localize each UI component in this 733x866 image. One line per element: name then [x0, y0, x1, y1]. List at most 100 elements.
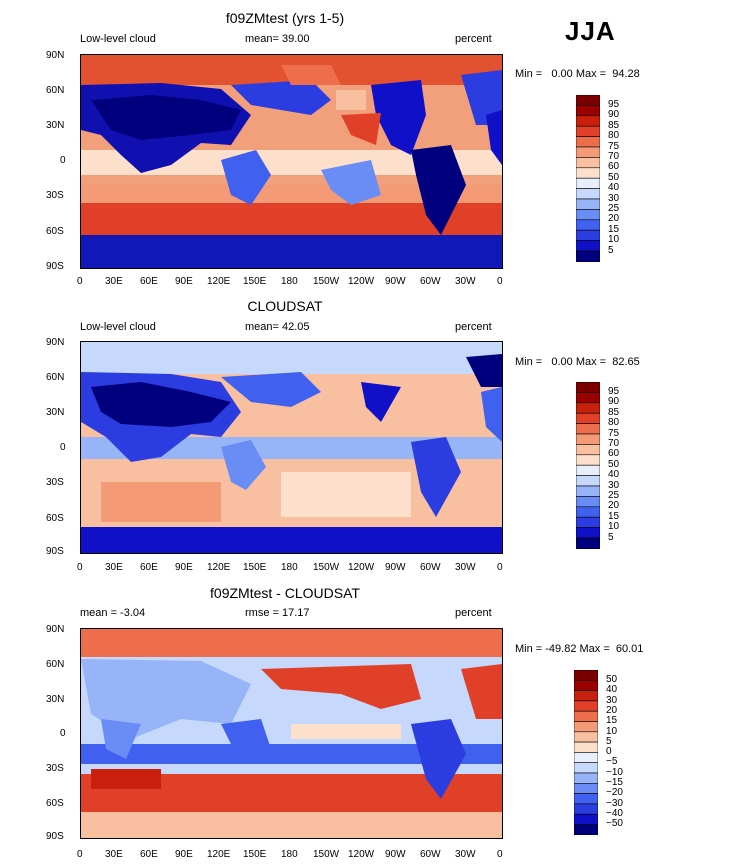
panel-3-min-max: Min = -49.82 Max = 60.01: [515, 643, 644, 655]
lon-tick: 120W: [348, 849, 375, 860]
lat-tick: 90S: [46, 831, 64, 842]
lat-tick: 30N: [46, 407, 65, 418]
panel-3-mean-label: mean = -3.04: [80, 607, 146, 619]
lon-tick: 120E: [207, 849, 231, 860]
lon-tick: 30E: [105, 562, 123, 573]
lon-tick: 90E: [175, 849, 193, 860]
lon-tick: 0: [77, 276, 83, 287]
colorbar-tick: 80: [608, 130, 620, 142]
colorbar-tick: 20: [608, 500, 620, 512]
lat-tick: 0: [60, 155, 66, 166]
lon-tick: 150E: [243, 562, 267, 573]
panel-2-min-max: Min = 0.00 Max = 82.65: [515, 356, 640, 368]
colorbar-tick: 85: [608, 406, 620, 418]
lon-tick: 150W: [313, 562, 340, 573]
panel-2-units-label: percent: [455, 321, 492, 333]
colorbar-tick: −5: [606, 756, 618, 768]
lat-tick: 90S: [46, 546, 64, 557]
colorbar-tick: 10: [606, 725, 618, 737]
lat-tick: 90N: [46, 50, 65, 61]
colorbar-tick: 40: [608, 182, 620, 194]
panel-1-mean-label: mean= 39.00: [245, 33, 310, 45]
colorbar-tick: 5: [606, 735, 612, 747]
lat-tick: 60S: [46, 798, 64, 809]
colorbar-tick: 15: [608, 510, 620, 522]
colorbar-tick: 50: [606, 674, 618, 685]
lon-tick: 90E: [175, 276, 193, 287]
panel-2-colorbar: [576, 382, 600, 549]
lon-tick: 30E: [105, 849, 123, 860]
panel-3-colorbar: [574, 670, 598, 835]
season-label: JJA: [565, 16, 616, 46]
colorbar-tick: 15: [606, 715, 618, 727]
lon-tick: 60W: [420, 849, 441, 860]
lat-tick: 90S: [46, 261, 64, 272]
lon-tick: 120E: [207, 562, 231, 573]
lon-tick: 90W: [385, 849, 406, 860]
panel-3-units-label: percent: [455, 607, 492, 619]
panel-3-title: f09ZMtest - CLOUDSAT: [210, 585, 360, 601]
colorbar-tick: 85: [608, 119, 620, 131]
colorbar-tick: 50: [608, 458, 620, 470]
lat-tick: 0: [60, 728, 66, 739]
lon-tick: 60E: [140, 562, 158, 573]
colorbar-tick: 95: [608, 386, 620, 397]
lon-tick: 120W: [348, 562, 375, 573]
colorbar-tick: −15: [606, 777, 623, 788]
lon-tick: 0: [77, 849, 83, 860]
panel-2-title: CLOUDSAT: [247, 298, 323, 314]
panel-1-colorbar: [576, 95, 600, 262]
lat-tick: 60S: [46, 226, 64, 237]
lon-tick: 60W: [420, 562, 441, 573]
lat-tick: 30S: [46, 190, 64, 201]
colorbar-tick: 5: [608, 531, 614, 543]
lon-tick: 180: [281, 276, 298, 287]
colorbar-tick: 20: [606, 704, 618, 716]
panel-2-map-field: [81, 342, 502, 553]
colorbar-tick: −10: [606, 766, 623, 778]
colorbar-tick: 15: [608, 223, 620, 235]
lon-tick: 90E: [175, 562, 193, 573]
colorbar-tick: 80: [608, 417, 620, 429]
colorbar-tick: 10: [608, 234, 620, 246]
lon-tick: 0: [497, 276, 503, 287]
colorbar-tick: 90: [608, 396, 620, 408]
lat-tick: 60N: [46, 85, 65, 96]
colorbar-tick: 75: [608, 140, 620, 152]
panel-2-mean-label: mean= 42.05: [245, 321, 310, 333]
lon-tick: 60W: [420, 276, 441, 287]
lat-tick: 90N: [46, 337, 65, 348]
colorbar-tick: 50: [608, 171, 620, 183]
lat-tick: 30S: [46, 477, 64, 488]
lat-tick: 60N: [46, 372, 65, 383]
panel-1-min-max: Min = 0.00 Max = 94.28: [515, 68, 640, 80]
colorbar-tick: 25: [608, 203, 620, 214]
lon-tick: 0: [497, 849, 503, 860]
panel-1-units-label: percent: [455, 33, 492, 45]
lon-tick: 90W: [385, 276, 406, 287]
panel-3-map: [80, 628, 503, 839]
lon-tick: 120E: [207, 276, 231, 287]
lat-tick: 60S: [46, 513, 64, 524]
colorbar-tick: 5: [608, 244, 614, 256]
panel-2-variable-label: Low-level cloud: [80, 321, 156, 333]
panel-3-rmse-label: rmse = 17.17: [245, 607, 310, 619]
colorbar-tick: 0: [606, 746, 612, 758]
colorbar-tick: 60: [608, 161, 620, 173]
lat-tick: 90N: [46, 624, 65, 635]
colorbar-tick: 70: [608, 438, 620, 449]
colorbar-tick: 30: [606, 694, 618, 706]
colorbar-tick: 40: [606, 684, 618, 696]
lon-tick: 150W: [313, 276, 340, 287]
colorbar-tick: 10: [608, 521, 620, 533]
colorbar-tick: 70: [608, 151, 620, 162]
colorbar-tick: 25: [608, 490, 620, 501]
panel-1-variable-label: Low-level cloud: [80, 33, 156, 45]
colorbar-tick: −50: [606, 818, 623, 830]
lat-tick: 30N: [46, 120, 65, 131]
panel-1-title: f09ZMtest (yrs 1-5): [225, 10, 345, 26]
lat-tick: 30N: [46, 694, 65, 705]
colorbar-tick: 75: [608, 427, 620, 439]
panel-1-map-field: [81, 55, 502, 268]
colorbar-tick: −20: [606, 787, 623, 799]
